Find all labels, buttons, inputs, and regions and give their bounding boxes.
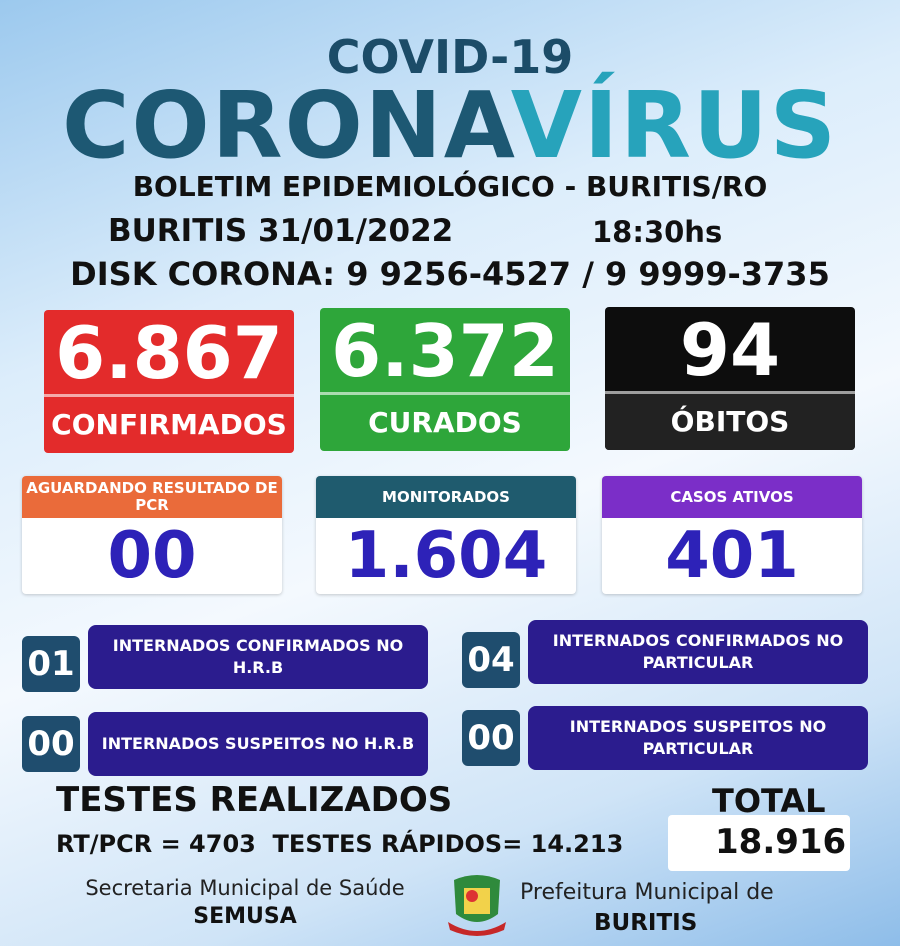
covid-19-title: COVID-19 [326,30,574,84]
recovered-value: 6.372 [320,308,570,395]
recovered-card: 6.372 CURADOS [320,308,570,451]
hospitalized-suspected-hrb-count: 00 [22,716,80,772]
virus-text: VÍRUS [510,72,838,179]
buritis-text: BURITIS [594,910,698,936]
monitored-value: 1.604 [344,519,548,593]
corona-text: CORONA [62,72,511,179]
total-value: 18.916 [715,822,847,862]
recovered-label: CURADOS [368,406,522,439]
hospitalized-confirmed-hrb-count: 01 [22,636,80,692]
secretaria-text: Secretaria Municipal de Saúde [85,876,405,900]
monitored-card: MONITORADOS 1.604 [316,476,576,594]
tests-title: TESTES REALIZADOS [56,780,453,820]
hospitalized-suspected-private-label: INTERNADOS SUSPEITOS NO PARTICULAR [528,706,868,770]
semusa-text: SEMUSA [193,904,297,929]
prefeitura-text: Prefeitura Municipal de [520,880,774,905]
active-cases-value: 401 [665,519,799,593]
confirmed-value: 6.867 [44,310,294,397]
pcr-pending-value: 00 [107,519,197,593]
bulletin-date: BURITIS 31/01/2022 [108,213,454,249]
boletim-title: BOLETIM EPIDEMIOLÓGICO - BURITIS/RO [132,170,768,203]
deaths-card: 94 ÓBITOS [605,307,855,450]
total-box [668,815,850,871]
confirmed-card: 6.867 CONFIRMADOS [44,310,294,453]
hospitalized-confirmed-hrb-label: INTERNADOS CONFIRMADOS NO H.R.B [88,625,428,689]
monitored-label: MONITORADOS [316,476,576,518]
coronavirus-title: CORONAVÍRUS [0,72,900,179]
hospitalized-suspected-hrb-label: INTERNADOS SUSPEITOS NO H.R.B [88,712,428,776]
active-cases-label: CASOS ATIVOS [602,476,862,518]
total-label: TOTAL [712,782,826,820]
coat-of-arms-icon [442,872,512,938]
confirmed-label: CONFIRMADOS [51,408,287,441]
active-cases-card: CASOS ATIVOS 401 [602,476,862,594]
pcr-pending-label: AGUARDANDO RESULTADO DE PCR [22,476,282,518]
deaths-label: ÓBITOS [605,394,855,450]
disk-corona: DISK CORONA: 9 9256-4527 / 9 9999-3735 [70,255,830,293]
bulletin-time: 18:30hs [592,215,723,249]
tests-detail: RT/PCR = 4703 TESTES RÁPIDOS= 14.213 [56,830,624,858]
hospitalized-confirmed-private-count: 04 [462,632,520,688]
pcr-pending-card: AGUARDANDO RESULTADO DE PCR 00 [22,476,282,594]
hospitalized-suspected-private-count: 00 [462,710,520,766]
hospitalized-confirmed-private-label: INTERNADOS CONFIRMADOS NO PARTICULAR [528,620,868,684]
deaths-value: 94 [605,307,855,394]
